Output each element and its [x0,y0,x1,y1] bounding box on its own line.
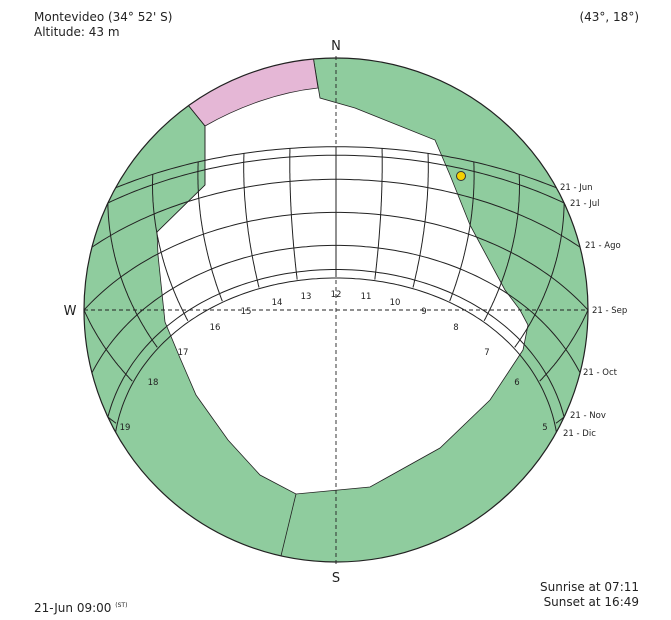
sun-position-readout: (43°, 18°) [579,10,639,24]
location-info: Montevideo (34° 52' S) Altitude: 43 m [34,10,172,40]
hour-line-11 [374,148,383,280]
hour-label: 8 [453,323,458,333]
date-label: 21 - Nov [570,411,606,421]
date-label: 21 - Jul [570,199,600,209]
sunset-label: Sunset at 16:49 [543,595,639,609]
hour-line-10 [412,153,429,288]
date-label: 21 - Jun [560,183,593,193]
hour-label: 16 [210,323,221,333]
compass-south: S [332,571,340,586]
hour-label: 6 [514,378,519,388]
date-label: 21 - Dic [563,429,596,439]
hour-line-9 [449,161,475,302]
hour-label: 19 [120,423,131,433]
altitude-label: Altitude: 43 m [34,25,120,39]
compass-west: W [64,304,77,319]
compass-north: N [331,39,341,54]
sunrise-label: Sunrise at 07:11 [540,580,639,594]
hour-label: 15 [241,307,252,317]
obstruction-seam [279,493,297,561]
hour-line-14 [243,153,260,288]
sun-position-marker[interactable] [456,171,466,181]
hour-label: 10 [390,298,401,308]
hour-label: 9 [421,307,426,317]
datetime-value: 21-Jun 09:00 [34,601,112,615]
hour-line-7 [514,191,565,348]
hour-label: 5 [542,423,547,433]
obstruction-seam [156,184,206,233]
date-labels: 21 - Jun 21 - Jul 21 - Ago 21 - Sep 21 - Oct… [560,183,627,439]
hour-line-18 [84,297,133,382]
hour-line-17 [107,191,158,348]
date-label: 21 - Sep [592,306,627,316]
hour-line-16 [152,174,189,322]
hour-line-13 [289,148,298,280]
date-label: 21 - Oct [583,368,618,378]
datetime-suffix: (ST) [115,602,128,609]
datetime-readout: 21-Jun 09:00 (ST) [34,598,127,616]
date-label: 21 - Ago [585,241,621,251]
hour-label: 12 [331,290,342,300]
hour-labels: 5 6 7 8 9 10 11 12 13 14 15 16 17 18 19 [120,290,548,433]
sun-path-21-dic [114,277,558,439]
hour-label: 13 [301,292,312,302]
hour-label: 18 [148,378,159,388]
hour-line-8 [483,174,520,322]
location-title: Montevideo (34° 52' S) [34,10,173,24]
hour-label: 11 [361,292,372,302]
hour-label: 17 [178,348,189,358]
hour-line-6 [539,297,588,382]
hour-line-15 [197,161,223,302]
hour-label: 14 [272,298,283,308]
sun-times: Sunrise at 07:11 Sunset at 16:49 [540,580,639,610]
obstruction-seam [187,104,206,127]
hour-label: 7 [484,348,489,358]
